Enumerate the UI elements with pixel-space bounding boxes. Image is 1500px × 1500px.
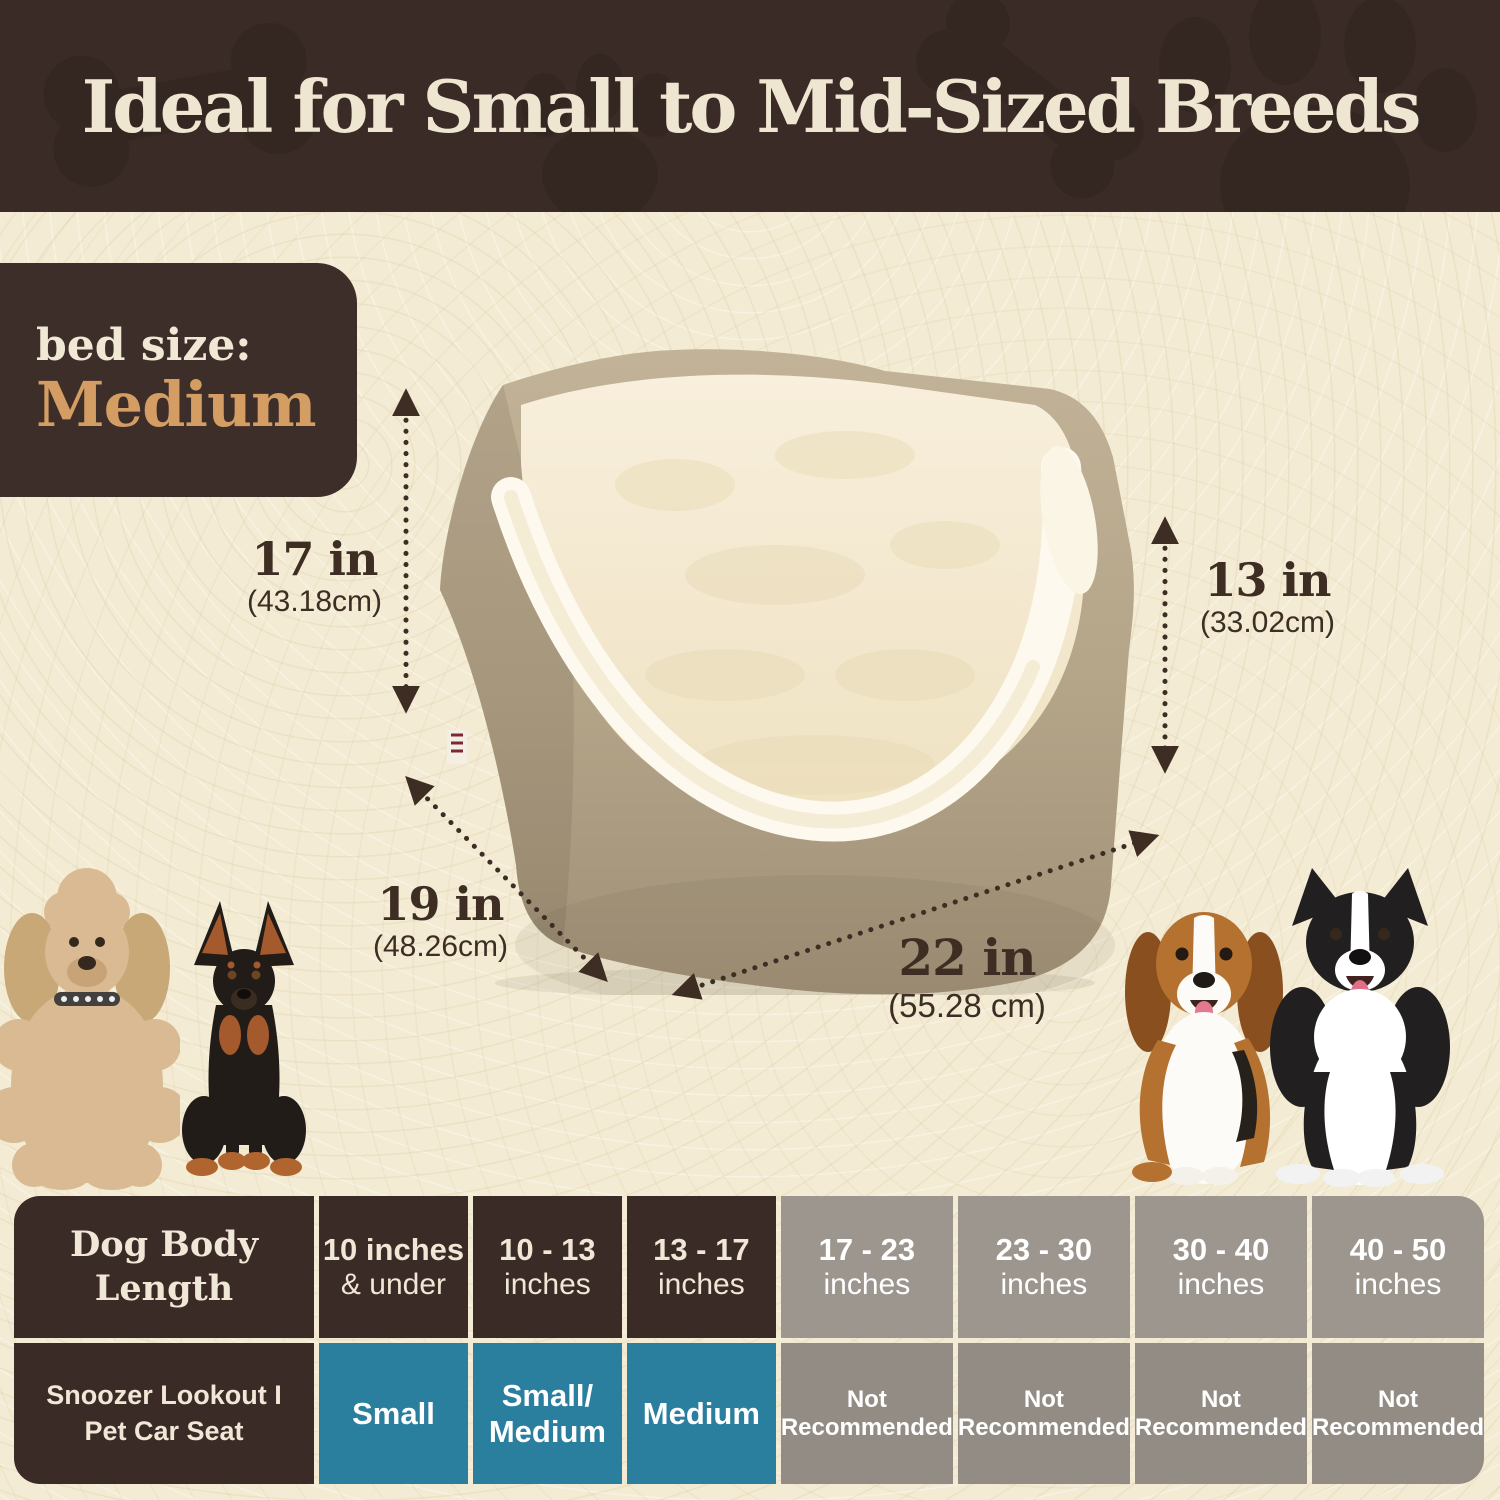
table-col-header-1: 10 - 13 inches: [472, 1196, 622, 1338]
unit-text: inches: [823, 1267, 911, 1301]
range-text: 23 - 30: [995, 1231, 1093, 1267]
unit-text: inches: [1354, 1267, 1442, 1301]
range-text: 13 - 17: [653, 1231, 750, 1267]
table-corner-header: Dog Body Length: [14, 1196, 314, 1338]
unit-text: inches: [1000, 1267, 1088, 1301]
bed-size-badge: bed size: Medium: [0, 263, 357, 497]
border-collie-image: [1270, 868, 1450, 1187]
dimension-metric: (55.28 cm): [888, 986, 1046, 1024]
range-text: 30 - 40: [1172, 1231, 1270, 1267]
range-text: 17 - 23: [818, 1231, 916, 1267]
table-fit-0: Small: [319, 1343, 468, 1484]
table-fit-5: Not Recommended: [1134, 1343, 1307, 1484]
dimension-width: 22 in (55.28 cm): [862, 928, 1072, 1026]
dimension-metric: (43.18cm): [246, 585, 383, 619]
size-table: Dog Body Length 10 inches & under 10 - 1…: [14, 1196, 1484, 1484]
poodle-image: [0, 868, 180, 1190]
table-fit-4: Not Recommended: [957, 1343, 1130, 1484]
header-band: Ideal for Small to Mid-Sized Breeds: [0, 0, 1500, 212]
dimension-value: 13 in: [1204, 553, 1332, 607]
page-title: Ideal for Small to Mid-Sized Breeds: [81, 63, 1422, 149]
table-fit-6: Not Recommended: [1311, 1343, 1484, 1484]
table-col-header-2: 13 - 17 inches: [626, 1196, 776, 1338]
dimension-value: 19 in: [377, 877, 505, 931]
table-product-header: Snoozer Lookout I Pet Car Seat: [14, 1343, 314, 1484]
bed-size-label: bed size:: [36, 319, 252, 371]
bed-size-value: Medium: [36, 367, 317, 441]
table-col-header-3: 17 - 23 inches: [780, 1196, 953, 1338]
table-col-header-0: 10 inches & under: [319, 1196, 468, 1338]
dimension-depth: 19 in (48.26cm): [348, 880, 533, 966]
table-col-header-4: 23 - 30 inches: [957, 1196, 1130, 1338]
table-fit-3: Not Recommended: [780, 1343, 953, 1484]
table-col-header-6: 40 - 50 inches: [1311, 1196, 1484, 1338]
paw-bone-decor-icon: [43, 0, 1477, 212]
brand-tag: [447, 730, 467, 764]
unit-text: & under: [340, 1267, 446, 1301]
unit-text: inches: [504, 1267, 591, 1301]
table-fit-1: Small/ Medium: [472, 1343, 622, 1484]
range-text: 10 inches: [322, 1231, 465, 1267]
dimension-back-height: 13 in (33.02cm): [1180, 556, 1355, 642]
dimension-metric: (48.26cm): [372, 930, 509, 964]
dimension-metric: (33.02cm): [1199, 606, 1336, 640]
unit-text: inches: [1177, 1267, 1265, 1301]
table-fit-2: Medium: [626, 1343, 776, 1484]
dimension-value: 22 in: [898, 928, 1036, 987]
unit-text: inches: [657, 1267, 745, 1301]
table-col-header-5: 30 - 40 inches: [1134, 1196, 1307, 1338]
beagle-image: [1125, 912, 1283, 1185]
range-text: 10 - 13: [499, 1231, 596, 1267]
dimension-value: 17 in: [251, 532, 379, 586]
pet-car-seat-image: [440, 349, 1134, 995]
min-pin-image: [182, 901, 306, 1176]
range-text: 40 - 50: [1349, 1231, 1447, 1267]
dimension-front-height: 17 in (43.18cm): [222, 535, 407, 621]
